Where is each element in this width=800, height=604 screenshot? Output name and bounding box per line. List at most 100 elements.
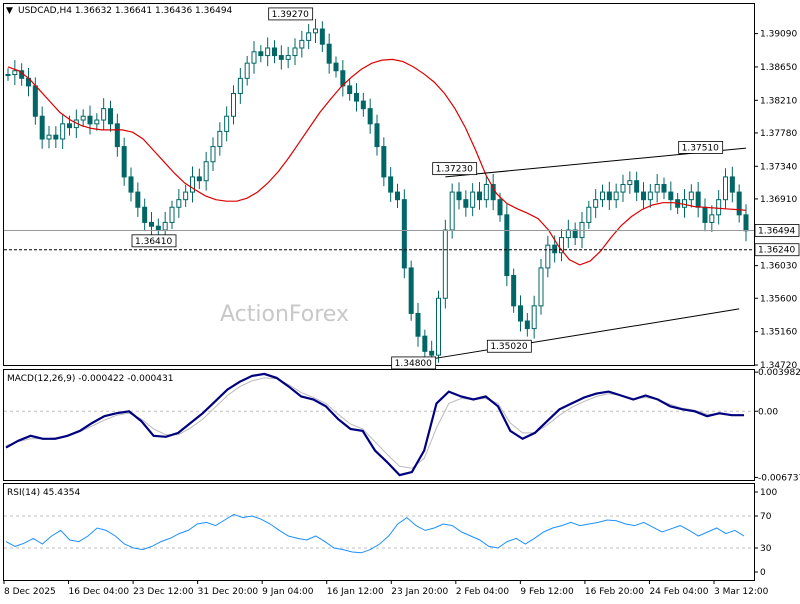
candle-body: [244, 62, 250, 79]
candle-body: [415, 312, 421, 337]
rsi-group: [4, 513, 754, 554]
price-y-tick-label: 1.37340: [760, 162, 797, 172]
candle-body: [702, 206, 708, 223]
candle-body: [285, 55, 291, 60]
price-callout-box: [268, 7, 314, 21]
price-callout-box: [486, 339, 532, 353]
candle-body: [449, 191, 455, 231]
price-y-tick-label: 1.35600: [760, 294, 797, 304]
x-tick-label: 24 Feb 04:00: [649, 587, 708, 597]
candle-body: [87, 115, 93, 125]
candle-body: [155, 225, 161, 231]
candle-body: [518, 305, 523, 322]
price-y-tick-label: 1.36910: [760, 195, 797, 205]
rsi-y-tick-label: 70: [760, 512, 772, 522]
candles-group: [5, 18, 749, 366]
candle-body: [497, 199, 503, 216]
candle-body: [183, 191, 189, 201]
candle-body: [217, 130, 223, 148]
macd-group: [4, 372, 754, 477]
candle-body: [429, 350, 435, 356]
price-callouts-group: 1.39270 1.36410 1.37230 1.37510 1.35020 1.348…: [131, 7, 724, 370]
candle-body: [395, 191, 400, 201]
x-tick-label: 2 Feb 04:00: [456, 587, 510, 597]
x-tick-label: 9 Jan 04:00: [262, 587, 314, 597]
candle-body: [565, 229, 571, 239]
candle-body: [545, 244, 551, 269]
candle-body: [278, 55, 284, 60]
price-callout-label: 1.39270: [272, 10, 309, 20]
candle-body: [538, 267, 544, 307]
candle-body: [661, 184, 667, 193]
candle-body: [627, 180, 633, 185]
candle-body: [60, 123, 66, 140]
level-tag-label: 1.36240: [758, 246, 795, 256]
candle-body: [258, 51, 264, 57]
x-tick-label: 16 Feb 20:00: [585, 587, 644, 597]
candle-body: [142, 206, 148, 223]
candle-body: [121, 146, 127, 178]
candle-body: [736, 191, 742, 216]
candle-body: [723, 176, 728, 201]
rsi-y-tick-label: 0: [760, 568, 766, 578]
candle-body: [463, 199, 469, 208]
candle-body: [559, 237, 564, 254]
x-tick-label: 9 Feb 12:00: [520, 587, 574, 597]
candle-body: [456, 191, 462, 201]
candle-body: [654, 184, 660, 193]
candle-body: [477, 191, 482, 201]
rsi-y-ticks: 100 70 30 0: [754, 488, 777, 578]
price-callout-label: 1.37230: [436, 165, 473, 175]
candle-body: [408, 267, 414, 314]
candle-body: [374, 123, 380, 148]
candle-body: [586, 206, 592, 223]
candle-body: [135, 191, 141, 208]
macd-y-tick-label: 0.00: [758, 407, 778, 417]
candle-body: [524, 320, 530, 330]
candle-body: [572, 229, 578, 239]
x-tick-label: 31 Dec 20:00: [198, 587, 259, 597]
candle-body: [333, 62, 339, 72]
price-y-tick-label: 1.38650: [760, 63, 797, 73]
macd-macd-line: [5, 372, 744, 477]
candle-body: [5, 74, 11, 77]
x-tick-label: 16 Jan 12:00: [327, 587, 384, 597]
price-y-tick-label: 1.35160: [760, 328, 797, 338]
candle-body: [367, 108, 373, 125]
candle-body: [313, 28, 318, 34]
candle-body: [299, 39, 305, 49]
x-tick-label: 16 Dec 04:00: [69, 587, 130, 597]
trendline-lower-channel: [431, 308, 740, 360]
candle-body: [552, 244, 558, 254]
candle-body: [620, 184, 626, 193]
price-callout-label: 1.34800: [395, 359, 432, 369]
candle-body: [306, 32, 312, 41]
macd-signal-line: [5, 377, 744, 469]
watermark: ActionForex: [220, 302, 349, 327]
candle-body: [128, 176, 134, 193]
candle-body: [108, 108, 113, 125]
candle-body: [470, 191, 476, 208]
candle-body: [224, 115, 230, 132]
candle-body: [634, 180, 640, 193]
trendlines-group: [431, 147, 747, 360]
candle-body: [729, 176, 735, 193]
candle-body: [272, 47, 277, 57]
candle-body: [647, 191, 653, 201]
candle-body: [401, 199, 407, 269]
candle-body: [265, 47, 271, 57]
level-tag-box: [754, 243, 800, 257]
candle-body: [388, 176, 394, 193]
rsi-title: RSI(14) 45.4354: [7, 488, 80, 498]
level-tag-label: 1.36494: [758, 226, 795, 236]
candle-body: [67, 123, 72, 129]
price-y-tick-label: 1.34720: [760, 361, 797, 371]
x-tick-label: 23 Jan 20:00: [391, 587, 448, 597]
x-axis-labels: 8 Dec 2025 16 Dec 04:00 23 Dec 12:00 31 Dec…: [3, 580, 769, 597]
candle-body: [46, 134, 52, 140]
price-callout-box: [131, 234, 177, 248]
price-callout-label: 1.37510: [682, 143, 719, 153]
candle-body: [326, 43, 332, 64]
candle-body: [743, 214, 749, 232]
